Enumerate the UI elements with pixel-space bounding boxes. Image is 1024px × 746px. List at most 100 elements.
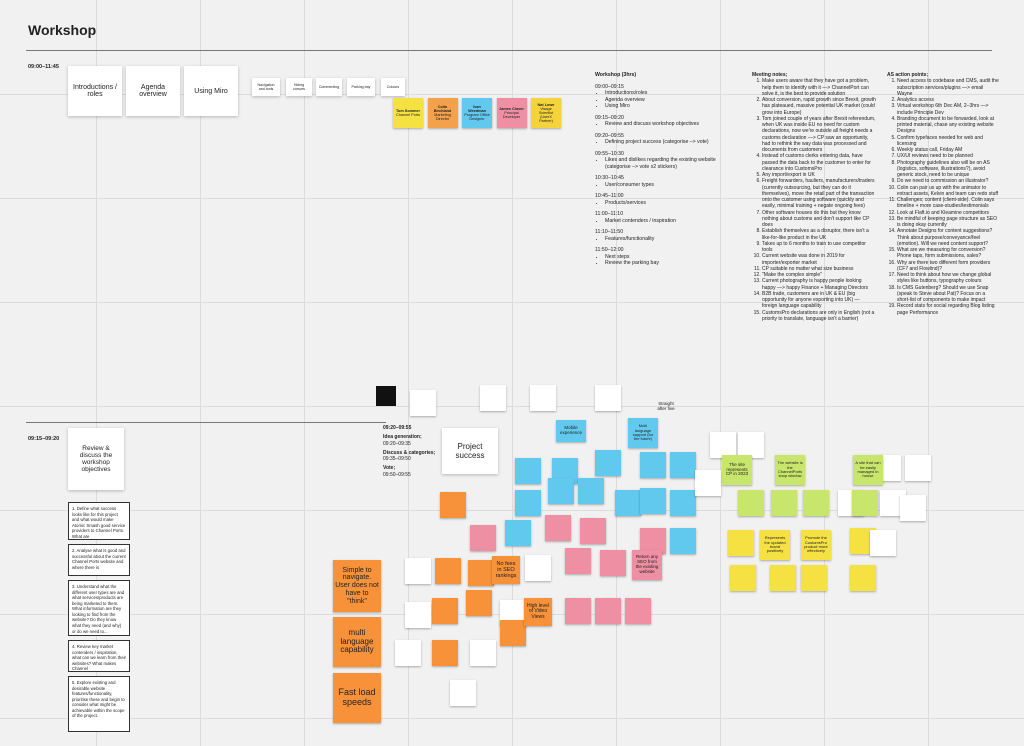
agenda-item: Likes and dislikes regarding the existin… xyxy=(605,157,725,170)
notes-item: Challenges; content (client-side). Colin… xyxy=(897,197,999,210)
person-sticky: James Clover Principal Developer xyxy=(496,98,527,128)
sticky-note xyxy=(738,490,764,516)
sticky-note xyxy=(565,598,591,624)
agenda-time: 09:15–09:20 xyxy=(595,114,624,121)
agenda-time: 11:00–11:10 xyxy=(595,211,624,217)
sticky-note xyxy=(905,455,931,481)
notes-item: Tom joined couple of years after Brexit … xyxy=(762,116,876,154)
sticky-note xyxy=(870,530,896,556)
agenda-time: 11:10–11:50 xyxy=(595,229,624,235)
agenda-item: Features/functionality xyxy=(605,236,725,243)
sticky-note: Promote the CustomsPro product more effe… xyxy=(801,530,831,560)
notes-item: Make users aware that they have got a pr… xyxy=(762,78,876,97)
agenda-item: Defining project success (categorise –> … xyxy=(605,139,725,146)
sticky-note xyxy=(801,565,827,591)
objective-box: 4. Review key market contenders / inspir… xyxy=(68,640,130,672)
sticky-note xyxy=(803,490,829,516)
step-time: 09:50–09:55 xyxy=(383,471,411,478)
notes-item: Freight forwarders, hauliers, manufactur… xyxy=(762,178,876,209)
notes-item: B2B trade, customers are in UK & EU (big… xyxy=(762,291,876,310)
agenda-list: Features/functionality xyxy=(595,236,725,243)
notes-item: Do we need to commission an illustrator? xyxy=(897,178,999,184)
sticky-note: multi language capability xyxy=(333,617,381,667)
person-sticky: Tom Sommer Channel Ports xyxy=(393,98,423,128)
person-name: Tom Sommer xyxy=(396,108,420,113)
notes-item: Analytics access xyxy=(897,97,999,103)
objective-box: 2. Analyse what is good and successful a… xyxy=(68,544,130,576)
notes-item: Current photography is happy people look… xyxy=(762,278,876,291)
sticky-note xyxy=(850,565,876,591)
sticky-note xyxy=(545,515,571,541)
notes-item: Is CMS Gutenberg? Should we use Snap (sp… xyxy=(897,285,999,304)
agenda-time: 09:20–09:55 xyxy=(595,132,624,139)
agenda-list: User/consumer types xyxy=(595,182,725,189)
agenda-item: Using Miro xyxy=(605,103,725,110)
notes-item: Photography guidelines also will be on A… xyxy=(897,160,999,179)
sticky-note xyxy=(730,565,756,591)
sticky-note xyxy=(405,558,431,584)
sticky-note xyxy=(432,640,458,666)
sticky-note xyxy=(432,598,458,624)
notes-item: Be mindful of keeping page structure as … xyxy=(897,216,999,229)
tool-card: Commenting xyxy=(316,78,342,96)
sticky-note: No fees in SEO rankings xyxy=(492,556,520,584)
agenda-item: Products/services xyxy=(605,200,725,207)
agenda-item: Next steps xyxy=(605,254,725,261)
sticky-note xyxy=(440,492,466,518)
image-thumb xyxy=(376,386,396,406)
agenda-card: Using Miro xyxy=(184,66,238,116)
sticky-note xyxy=(580,518,606,544)
agenda-card: Introductions / roles xyxy=(68,66,122,116)
person-name: Nat Lowe xyxy=(537,102,555,107)
sticky-note xyxy=(600,550,626,576)
sticky-note xyxy=(515,490,541,516)
sticky-note xyxy=(450,680,476,706)
person-role: Channel Ports xyxy=(395,113,421,117)
notes-item: CP suitable no matter what size business xyxy=(762,266,876,272)
sticky-note xyxy=(852,490,878,516)
sticky-note: High level of Video Views xyxy=(524,598,552,626)
notes-item: Why are there two different form provide… xyxy=(897,260,999,273)
sticky-note xyxy=(771,490,797,516)
sticky-note xyxy=(410,390,436,416)
notes-title: AS action points; xyxy=(887,72,929,78)
agenda-item: Review and discuss workshop objectives xyxy=(605,121,725,128)
sticky-note xyxy=(900,495,926,521)
tool-card: Hiding cursors xyxy=(286,78,312,96)
sticky-note xyxy=(468,560,494,586)
notes-list: Need access to codebase and CMS, audit t… xyxy=(887,78,999,316)
notes-title: Meeting notes; xyxy=(752,72,788,78)
success-time: 09:20–09:55 xyxy=(383,425,412,431)
sticky-note xyxy=(640,452,666,478)
sticky-note: Represents the updated brand positively xyxy=(760,530,790,560)
sticky-note: Multi language support (for the future) xyxy=(628,418,658,448)
sticky-note xyxy=(530,385,556,411)
sticky-note: Mobile experience xyxy=(556,420,586,442)
step-label: Idea generation; xyxy=(383,434,422,441)
divider xyxy=(26,50,992,51)
notes-item: Record stats for social regarding Blog l… xyxy=(897,303,999,316)
person-name: Ivan Weedman xyxy=(468,104,486,113)
agenda-time: 09:00–09:15 xyxy=(595,83,624,90)
person-name: Colin Birchland xyxy=(433,104,452,113)
step-label: Discuss & categories; xyxy=(383,449,436,456)
notes-item: Virtual workshop 6th Dec AM, 2–3hrs —> i… xyxy=(897,103,999,116)
person-role: Principal Developer xyxy=(502,110,521,120)
notes-item: Look at Flaft.io and Kleamine competitor… xyxy=(897,210,999,216)
sticky-note xyxy=(710,432,736,458)
person-sticky: Nat Lowe Visage Scientist (UserX Partner) xyxy=(531,98,561,128)
notes-item: "Make the complex simple" xyxy=(762,272,876,278)
step-label: Vote; xyxy=(383,465,396,472)
sticky-note xyxy=(670,452,696,478)
sticky-note xyxy=(548,478,574,504)
sticky-note xyxy=(525,555,551,581)
tool-card: Colours xyxy=(381,78,405,96)
agenda-time: 10:45–11:00 xyxy=(595,193,624,199)
sticky-note xyxy=(515,458,541,484)
sticky-note: Fast load speeds xyxy=(333,673,381,723)
person-role: Marketing Director xyxy=(434,113,451,122)
sticky-note xyxy=(615,490,641,516)
time-label: 09:15–09:20 xyxy=(28,436,60,442)
notes-text: Meeting notes;Make users aware that they… xyxy=(752,72,876,322)
agenda-list: Products/services xyxy=(595,200,725,207)
